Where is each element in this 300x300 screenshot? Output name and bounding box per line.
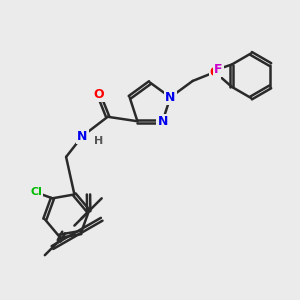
- Text: N: N: [158, 115, 168, 128]
- Text: N: N: [165, 91, 176, 104]
- Text: O: O: [94, 88, 104, 101]
- Text: N: N: [77, 130, 88, 142]
- Text: O: O: [210, 66, 220, 79]
- Text: H: H: [94, 136, 104, 146]
- Text: Cl: Cl: [30, 188, 42, 197]
- Text: F: F: [214, 62, 223, 76]
